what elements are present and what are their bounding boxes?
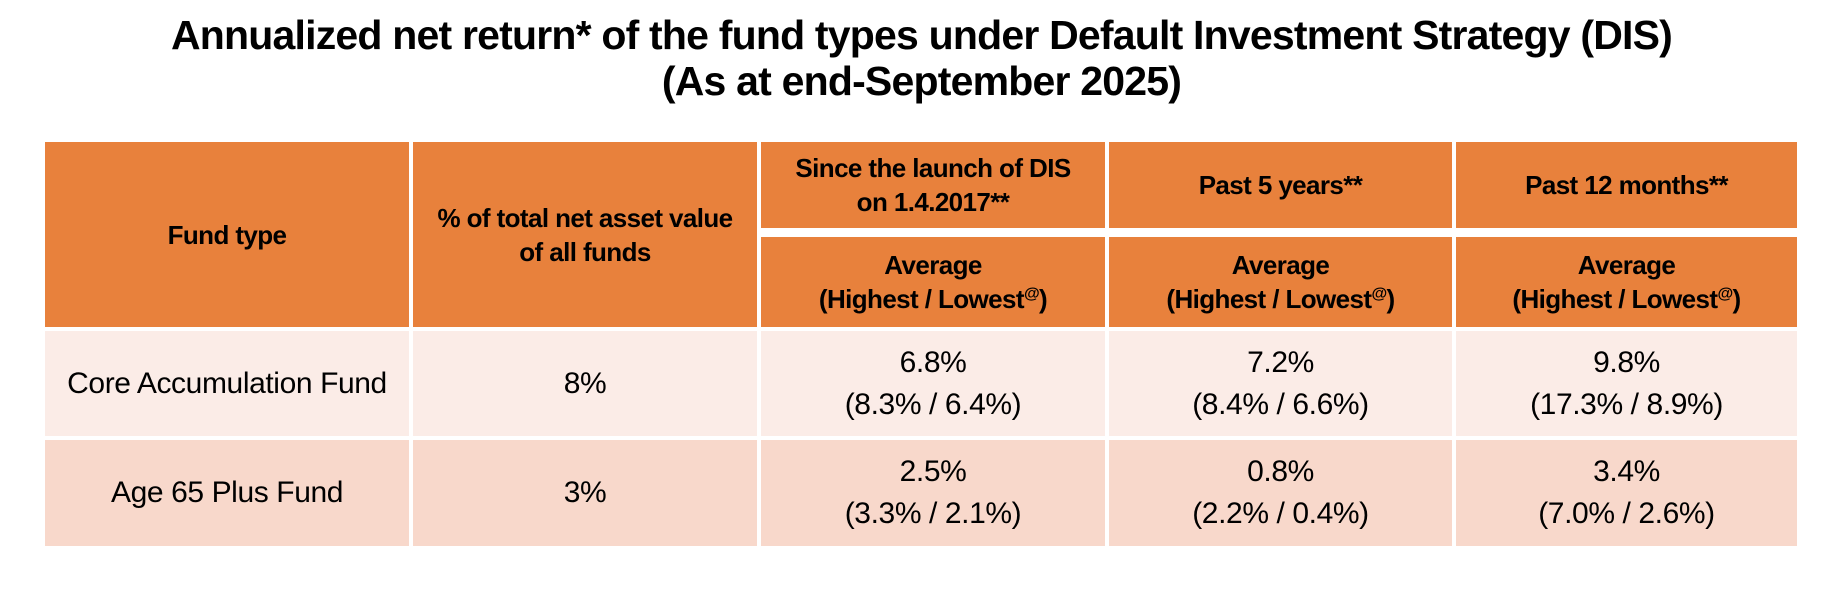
highest-lowest-range: (3.3% / 2.1%) <box>844 497 1022 530</box>
title-line-1: Annualized net return* of the fund types… <box>171 12 1673 58</box>
average-return-value: 3.4% <box>1593 455 1660 488</box>
average-return-value: 2.5% <box>899 455 967 488</box>
page-title: Annualized net return* of the fund types… <box>0 12 1843 104</box>
highest-lowest-label: (Highest / Lowest@) <box>1512 284 1741 314</box>
cell-return-past-5-years: 7.2% (8.4% / 6.6%) <box>1109 331 1452 436</box>
highest-lowest-range: (8.4% / 6.6%) <box>1192 387 1369 421</box>
table-row-age-65-plus-fund: Age 65 Plus Fund 3% 2.5% (3.3% / 2.1%) 0… <box>45 440 1797 546</box>
dis-returns-table: Fund type % of total net asset value of … <box>41 138 1801 550</box>
table-row-core-accumulation-fund: Core Accumulation Fund 8% 6.8% (8.3% / 6… <box>45 331 1797 436</box>
average-return-value: 6.8% <box>899 345 967 379</box>
average-return-value: 7.2% <box>1247 345 1314 379</box>
header-net-asset-value: % of total net asset value of all funds <box>413 142 757 327</box>
superscript-at: @ <box>1023 284 1040 303</box>
cell-return-past-12-months: 3.4% (7.0% / 2.6%) <box>1456 440 1797 546</box>
cell-return-since-launch: 2.5% (3.3% / 2.1%) <box>761 440 1105 546</box>
cell-fund-name: Age 65 Plus Fund <box>45 440 409 546</box>
cell-return-past-12-months: 9.8% (17.3% / 8.9%) <box>1456 331 1797 436</box>
header-period-past-12-months: Past 12 months** <box>1456 142 1797 233</box>
header-average-past-12-months: Average (Highest / Lowest@) <box>1456 237 1797 327</box>
highest-lowest-range: (2.2% / 0.4%) <box>1192 497 1369 530</box>
highest-lowest-label: (Highest / Lowest@) <box>1166 284 1395 314</box>
superscript-at: @ <box>1717 284 1733 303</box>
average-label: Average <box>884 250 982 280</box>
average-label: Average <box>1231 250 1330 280</box>
cell-nav-percent: 8% <box>413 331 757 436</box>
header-period-past-5-years: Past 5 years** <box>1109 142 1452 233</box>
period-header-row: Fund type % of total net asset value of … <box>45 142 1797 327</box>
header-period-since-launch: Since the launch of DIS on 1.4.2017** <box>761 142 1105 233</box>
cell-nav-percent: 3% <box>413 440 757 546</box>
highest-lowest-range: (17.3% / 8.9%) <box>1530 387 1723 421</box>
average-return-value: 0.8% <box>1247 455 1314 488</box>
cell-return-past-5-years: 0.8% (2.2% / 0.4%) <box>1109 440 1452 546</box>
header-fund-type: Fund type <box>45 142 409 327</box>
cell-fund-name: Core Accumulation Fund <box>45 331 409 436</box>
superscript-at: @ <box>1371 284 1387 303</box>
average-label: Average <box>1577 250 1676 280</box>
highest-lowest-range: (7.0% / 2.6%) <box>1538 497 1715 530</box>
average-return-value: 9.8% <box>1593 345 1660 379</box>
highest-lowest-range: (8.3% / 6.4%) <box>844 387 1022 421</box>
header-average-since-launch: Average (Highest / Lowest@) <box>761 237 1105 327</box>
header-average-past-5-years: Average (Highest / Lowest@) <box>1109 237 1452 327</box>
title-line-2: (As at end-September 2025) <box>661 58 1182 104</box>
cell-return-since-launch: 6.8% (8.3% / 6.4%) <box>761 331 1105 436</box>
average-header-row: Average (Highest / Lowest@) Average (Hig… <box>45 237 1797 327</box>
highest-lowest-label: (Highest / Lowest@) <box>818 284 1048 314</box>
